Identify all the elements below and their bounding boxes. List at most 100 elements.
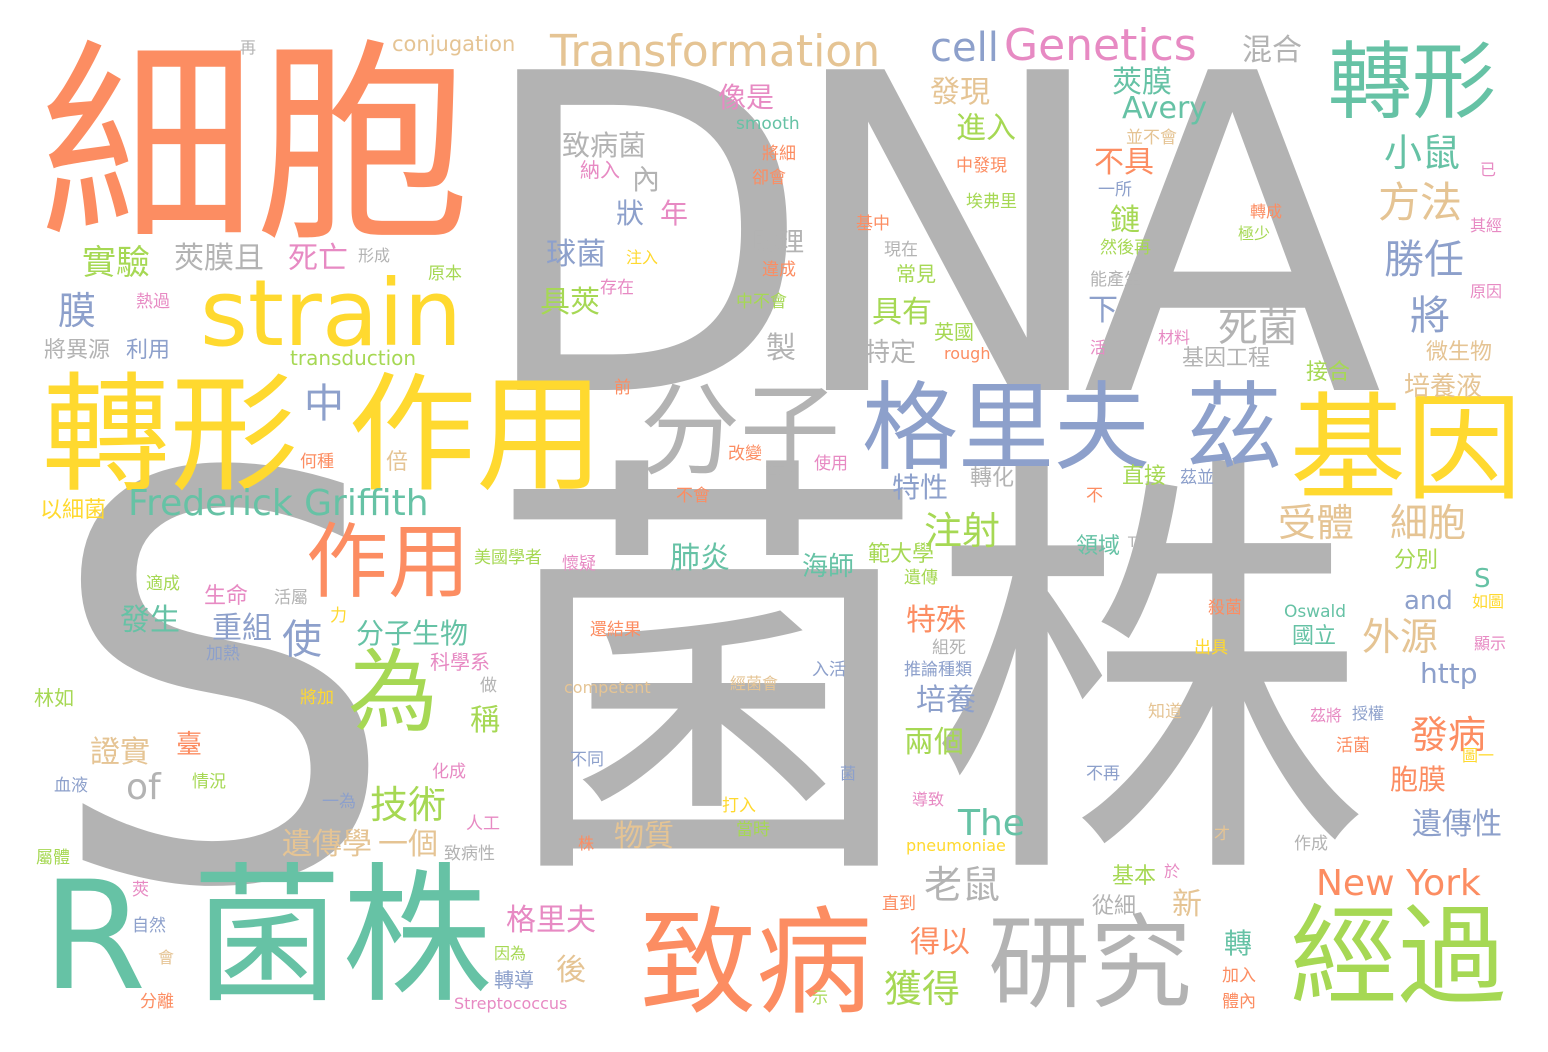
word-jiare: 加熱 (206, 644, 240, 664)
word-junzhu-large: 菌株 (488, 422, 1368, 934)
word-zhuandao: 轉導 (494, 968, 534, 992)
word-jishao: 極少 (1238, 224, 1271, 243)
word-yige: 一個 (378, 827, 438, 862)
word-zi: 茲 (1186, 372, 1282, 484)
word-jiangyiyuan: 將異源 (44, 338, 111, 363)
word-xueye: 血液 (54, 776, 88, 796)
word-yingguo: 英國 (934, 320, 974, 344)
word-and: and (1404, 586, 1453, 616)
word-zhongfaxian: 中發現 (956, 156, 1007, 176)
word-zhuanhua: 轉化 (970, 466, 1015, 491)
word-sijun: 死菌 (1218, 305, 1298, 351)
word-fasheng: 發生 (120, 603, 180, 638)
word-cheng: 稱 (470, 703, 500, 738)
word-changjian: 常見 (896, 262, 936, 286)
word-cailiao: 材料 (1158, 328, 1191, 347)
word-guoli: 國立 (1292, 624, 1337, 649)
word-huo: 活 (1090, 338, 1107, 357)
word-gelifu-small: 格里夫 (506, 903, 596, 938)
word-qijing: 其經 (1470, 216, 1503, 235)
word-chuju: 出具 (1194, 638, 1228, 658)
word-hui: 會 (158, 948, 175, 967)
word-transformation: Transformation (550, 26, 881, 77)
word-yuanben: 原本 (428, 264, 462, 284)
word-new-york: New York (1316, 863, 1481, 904)
word-tuilunzhonglei: 推論種類 (904, 660, 972, 680)
word-shouquan: 授權 (1352, 704, 1385, 723)
word-quehui: 卻會 (752, 168, 786, 188)
word-yanjiu: 研究 (988, 905, 1192, 1024)
word-conjugation: conjugation (392, 32, 516, 56)
word-butong: 不同 (570, 750, 604, 770)
word-yi: 已 (1480, 160, 1497, 179)
word-zhuanxing-green: 轉形 (1328, 33, 1497, 131)
word-jiamoqie: 莢膜且 (174, 241, 264, 276)
word-shuti: 屬體 (36, 848, 70, 868)
word-zhong: 中 (304, 381, 344, 427)
word-teding: 特定 (864, 338, 917, 368)
word-jishu: 技術 (370, 783, 447, 827)
word-zhuru: 注入 (626, 248, 659, 267)
word-zuocheng: 作成 (1294, 834, 1328, 854)
word-xiaoshu: 小鼠 (1384, 131, 1461, 175)
word-daru: 打入 (722, 796, 756, 816)
word-yuanyin: 原因 (1470, 282, 1503, 301)
word-dna: DNA (474, 0, 1383, 494)
word-fangfa: 方法 (1378, 178, 1463, 227)
word-avery: Avery (1122, 91, 1208, 126)
word-wuzhi: 物質 (614, 819, 674, 854)
word-shiyong: 使用 (814, 454, 848, 474)
word-juyou: 具有 (872, 295, 932, 330)
word-xianshi: 顯示 (1474, 634, 1507, 653)
word-ranhouzai: 然後再 (1100, 238, 1151, 258)
word-wei: 為 (348, 640, 438, 745)
word-zhi: 製 (766, 331, 796, 366)
word-haishi: 海師 (802, 552, 855, 582)
word-meiguoxuezhe: 美國學者 (474, 548, 542, 568)
word-huaiyi: 懷疑 (562, 554, 596, 574)
word-shicheng: 適成 (146, 574, 180, 594)
word-naru: 納入 (580, 158, 620, 182)
word-chongzu: 重組 (212, 611, 272, 646)
word-siwang: 死亡 (288, 241, 348, 276)
word-yichuanxing: 遺傳性 (1412, 807, 1502, 842)
word-jia: 莢 (132, 880, 149, 900)
word-bingbuhui: 並不會 (1126, 128, 1177, 148)
word-zhidao: 知道 (1148, 702, 1182, 722)
word-shengming: 生命 (204, 584, 249, 609)
word-lingyu: 領域 (1076, 534, 1121, 559)
word-shi: 使 (282, 617, 322, 663)
word-jingjunhui: 經菌會 (730, 674, 779, 693)
word-zhibing: 致病 (640, 896, 872, 1031)
word-tuyi: 圖一 (1462, 746, 1495, 765)
word-genetics: Genetics (1004, 20, 1197, 71)
word-mo: 膜 (58, 289, 97, 333)
word-qiujun: 球菌 (546, 237, 606, 272)
word-jujia: 具莢 (540, 285, 600, 320)
word-zhongbuhui: 中不會 (736, 292, 787, 312)
word-bu: 不 (1086, 486, 1103, 506)
word-zhengshi: 證實 (90, 735, 150, 770)
word-fabing: 發病 (1410, 713, 1487, 757)
word-weicheng: 違成 (762, 260, 796, 280)
word-yisuo: 一所 (1098, 180, 1132, 200)
word-li: 力 (330, 606, 347, 626)
word-rengong: 人工 (466, 814, 500, 834)
word-zhu: 株 (578, 834, 595, 853)
word-nei: 內 (632, 163, 661, 196)
word-oswald: Oswald (1284, 602, 1347, 622)
word-yichuanxue: 遺傳學 (282, 827, 372, 862)
word-junzhu-green: 菌株 (192, 850, 493, 1024)
word-faxian: 發現 (930, 75, 990, 110)
word-xia: 下 (1088, 293, 1118, 328)
word-zhijie: 直接 (1122, 464, 1167, 489)
word-gaibian: 改變 (728, 444, 762, 464)
word-buhui: 不會 (676, 486, 710, 506)
word-bei: 倍 (386, 450, 409, 475)
word-xingcheng: 形成 (358, 246, 391, 265)
word-nengchansheng: 能產生 (1090, 270, 1141, 290)
word-fandaxue: 範大學 (868, 542, 935, 567)
word-lian: 鏈 (1110, 203, 1140, 238)
word-cell: cell (930, 25, 999, 71)
